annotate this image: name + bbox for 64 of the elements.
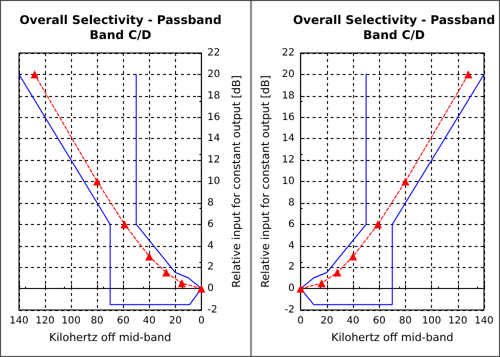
y-tick-label: 2 <box>288 262 295 273</box>
y-tick-label: -2 <box>284 304 295 316</box>
x-tick-label: 60 <box>372 316 386 326</box>
point <box>178 279 186 288</box>
x-tick-label: 140 <box>474 316 494 326</box>
y-axis-title: Relative input for constant output [dB] <box>259 75 272 288</box>
y-tick-label: 14 <box>207 133 220 144</box>
point <box>401 178 410 186</box>
point <box>93 178 102 186</box>
y-tick-label: 18 <box>282 90 295 102</box>
point <box>30 70 39 78</box>
point <box>374 220 382 228</box>
y-tick-label: 14 <box>282 133 295 144</box>
point <box>197 284 206 293</box>
y-tick-label: 12 <box>207 154 220 166</box>
x-tick-label: 20 <box>168 316 182 326</box>
y-tick-label: 4 <box>207 240 214 252</box>
point <box>296 284 305 293</box>
y-tick-label: 2 <box>207 262 214 273</box>
chart-subtitle: Band C/D <box>363 28 425 42</box>
point <box>464 70 472 78</box>
y-tick-label: 20 <box>207 68 220 80</box>
y-axis-title: Relative input for constant output [dB] <box>230 75 243 288</box>
point <box>318 279 326 288</box>
y-tick-label: 22 <box>207 48 220 58</box>
x-tick-label: 40 <box>346 316 360 326</box>
chart-title: Overall Selectivity - Passband <box>19 13 222 27</box>
y-tick-label: 16 <box>207 112 220 123</box>
point <box>333 268 342 277</box>
y-tick-label: 0 <box>207 283 214 294</box>
y-tick-label: 16 <box>282 112 295 123</box>
x-tick-label: 60 <box>116 316 130 326</box>
y-tick-label: 20 <box>282 68 295 80</box>
x-tick-label: 140 <box>9 316 29 326</box>
x-tick-label: 100 <box>422 316 442 326</box>
chart-subtitle: Band C/D <box>90 28 152 42</box>
x-tick-label: 120 <box>448 316 468 326</box>
y-tick-label: 4 <box>288 240 295 252</box>
y-tick-label: 10 <box>207 176 220 187</box>
y-tick-label: 18 <box>207 90 220 102</box>
x-axis-title: Kilohertz off mid-band <box>49 331 172 344</box>
x-tick-label: 0 <box>297 316 304 326</box>
point <box>120 220 129 228</box>
x-tick-label: 40 <box>142 316 156 326</box>
point <box>145 252 154 260</box>
y-tick-label: 12 <box>282 154 295 166</box>
y-tick-label: 6 <box>288 218 295 230</box>
x-axis-title: Kilohertz off mid-band <box>331 331 454 344</box>
y-tick-label: 6 <box>207 218 214 230</box>
x-tick-label: 20 <box>320 316 334 326</box>
x-tick-label: 100 <box>62 316 81 326</box>
y-tick-label: 10 <box>282 176 295 187</box>
x-tick-label: 80 <box>90 316 104 326</box>
x-tick-label: 120 <box>36 316 55 326</box>
y-tick-label: 8 <box>288 197 295 208</box>
y-tick-label: 8 <box>207 197 214 208</box>
y-tick-label: 0 <box>288 283 295 294</box>
y-tick-label: -2 <box>207 304 218 316</box>
y-tick-label: 22 <box>282 48 295 58</box>
x-tick-label: 0 <box>198 316 205 326</box>
x-tick-label: 80 <box>399 316 412 326</box>
point <box>349 252 358 260</box>
chart-title: Overall Selectivity - Passband <box>292 13 496 27</box>
point <box>162 268 170 277</box>
